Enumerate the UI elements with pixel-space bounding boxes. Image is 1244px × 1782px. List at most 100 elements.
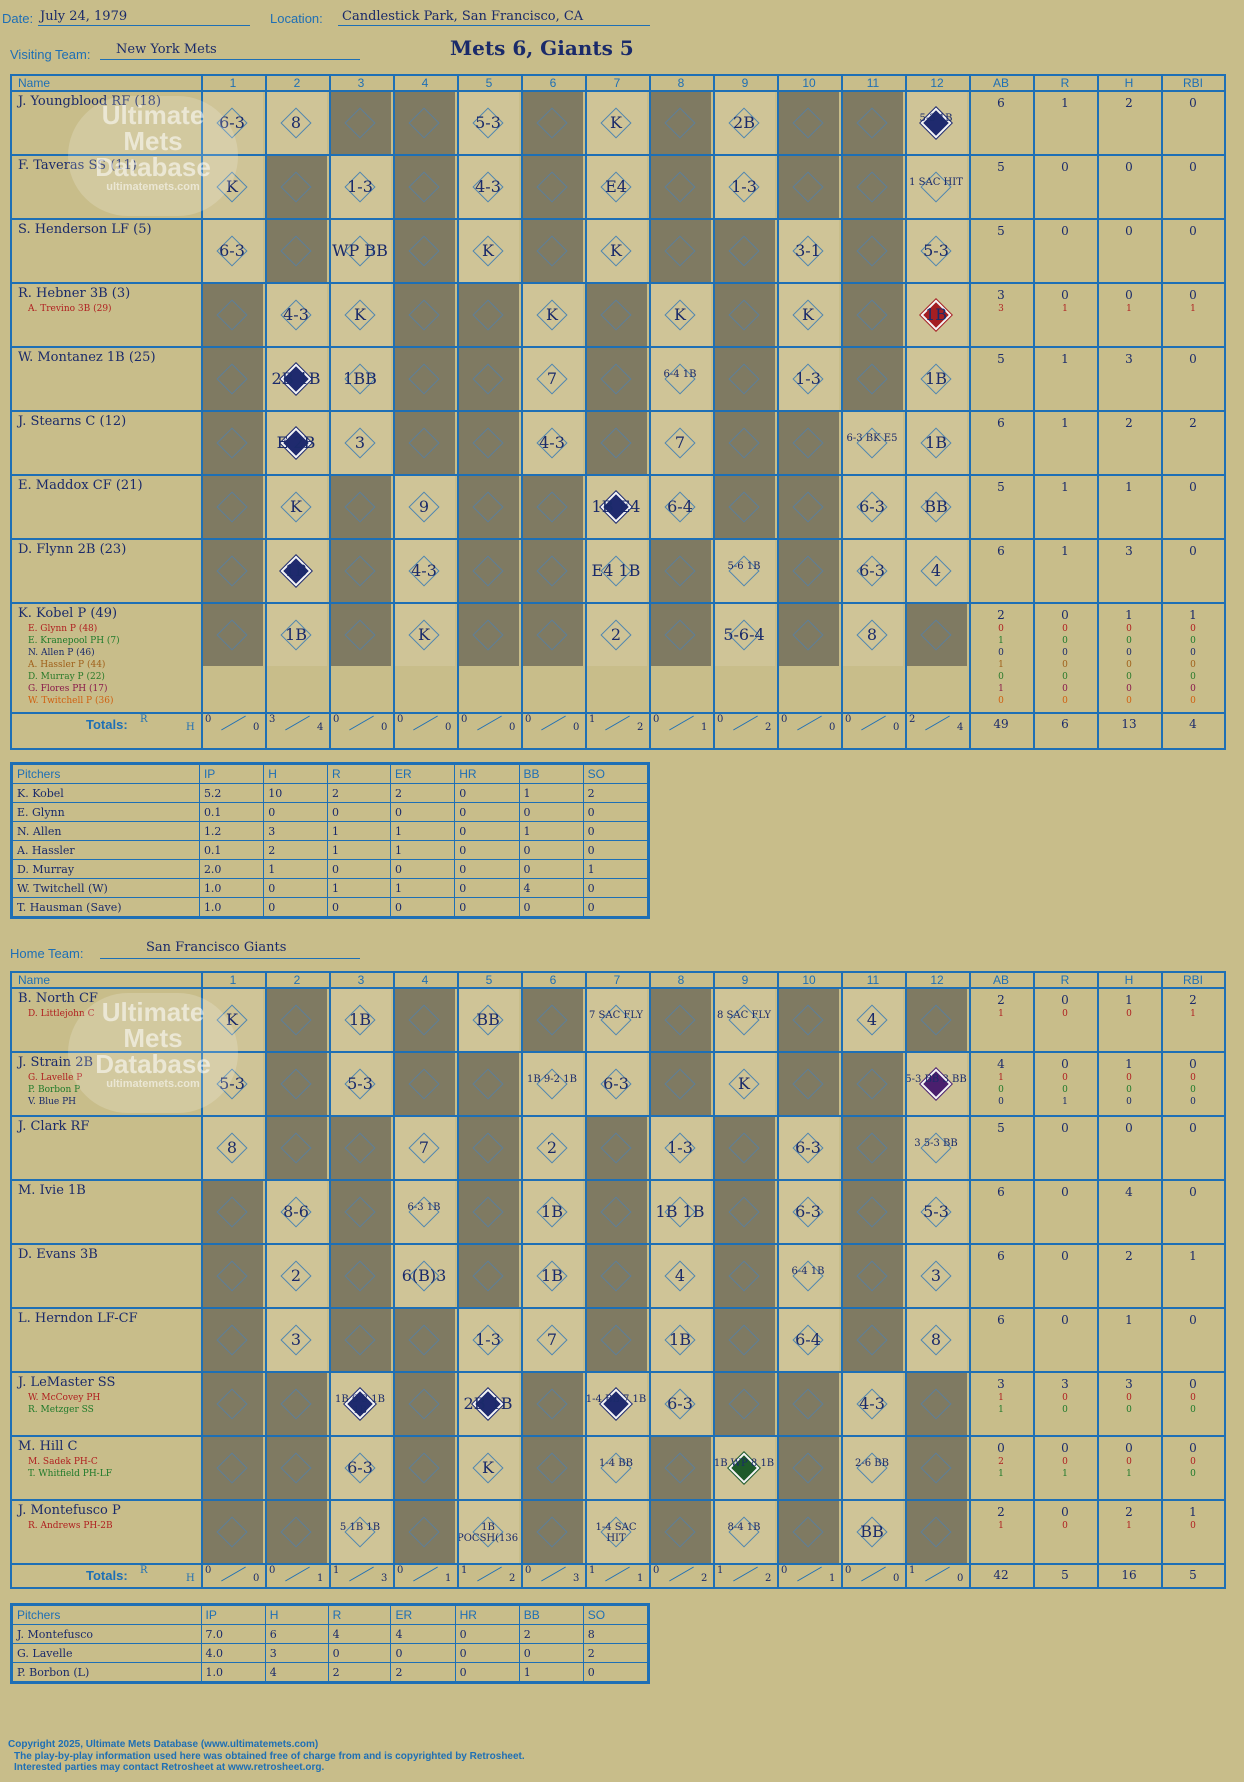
base-diamond [536, 619, 568, 651]
visiting-team-value: New York Mets [116, 42, 217, 57]
base-diamond [856, 1068, 888, 1100]
base-diamond [280, 1004, 312, 1036]
substitute-stat: 0 [1190, 1405, 1196, 1415]
player-stat-rbi: 0 [1189, 1313, 1197, 1327]
footer-retrosheet: The play-by-play information used here w… [14, 1751, 525, 1762]
header-inning-1: 1 [229, 973, 237, 987]
base-diamond [344, 619, 376, 651]
play-result: 5-3 [923, 241, 949, 260]
pitcher-cell: 1 [263, 859, 329, 879]
inning-cell [841, 156, 903, 218]
inning-total-slash [285, 715, 310, 731]
inning-cell [329, 1309, 391, 1371]
play-result: 6-4 [667, 497, 693, 516]
substitute-stat: 0 [1126, 624, 1132, 634]
inning-cell [201, 604, 263, 666]
column-divider [841, 76, 843, 748]
inning-cell [329, 92, 391, 154]
header-stat-r: R [1060, 973, 1070, 987]
play-result: WP BB [332, 241, 388, 260]
inning-cell: 1-3 [649, 1117, 711, 1179]
inning-cell: 1B [329, 989, 391, 1051]
inning-cell [841, 92, 903, 154]
player-stat-h: 2 [1125, 96, 1133, 110]
play-result: 1B WP 8 1B [713, 1458, 775, 1469]
visitor-pitchers-table: Pitchers IP H R ER HR BB SO K. Kobel 5.2 10 2 2 0 1 2 E.… [10, 762, 650, 919]
base-diamond [216, 491, 248, 523]
pitcher-cell: J. Montefusco [12, 1624, 202, 1644]
column-divider [393, 76, 395, 748]
pitchers-table-grid: Pitchers IP H R ER HR BB SO K. Kobel 5.2 10 2 2 0 1 2 E.… [12, 764, 649, 917]
base-diamond [472, 427, 504, 459]
inning-cell: K [585, 92, 647, 154]
base-diamond [728, 235, 760, 267]
pitchers-table-grid: Pitchers IP H R ER HR BB SO J. Montefusco 7.0 6 4 4 0… [12, 1605, 649, 1682]
pitcher-cell: 1 [582, 859, 649, 879]
inning-runs: 0 [205, 1565, 212, 1576]
inning-runs: 1 [589, 714, 596, 725]
pitcher-cell: 1 [518, 783, 584, 803]
pitcher-cell: 1 [390, 878, 456, 898]
player-stat-ab: 3 [997, 288, 1005, 302]
pitcher-cell: 1 [518, 1662, 584, 1682]
play-result: 2 [546, 1138, 558, 1157]
inning-cell: K [777, 284, 839, 346]
substitute-name: E. Kranepool PH (7) [28, 636, 120, 646]
play-result: 4-3 [411, 561, 437, 580]
play-result: 1 SAC HIT [909, 177, 963, 188]
play-result: 6-3 [795, 1202, 821, 1221]
base-diamond [216, 1324, 248, 1356]
play-result: 6-3 1B [407, 1202, 441, 1213]
pitcher-cell: 0 [454, 840, 520, 860]
header-inning-9: 9 [741, 76, 749, 90]
base-diamond [856, 1196, 888, 1228]
inning-total-slash [413, 715, 438, 731]
inning-cell: 1-3 [329, 156, 391, 218]
inning-cell [905, 1501, 967, 1563]
base-diamond [792, 491, 824, 523]
inning-cell: 6-3 [841, 540, 903, 602]
play-result: 1B [925, 305, 947, 324]
substitute-stat: 0 [1190, 696, 1196, 706]
player-name: K. Kobel P (49) [18, 606, 118, 621]
column-divider [1161, 973, 1163, 1587]
inning-cell [777, 1053, 839, 1115]
column-divider [1033, 973, 1035, 1587]
inning-cell [649, 989, 711, 1051]
total-stat-ab: 49 [993, 717, 1009, 731]
inning-cell: 6-3 [329, 1437, 391, 1499]
inning-cell: 5-3 1B [905, 92, 967, 154]
play-result: 7 [546, 369, 558, 388]
inning-cell: BB [905, 476, 967, 538]
inning-runs: 0 [461, 714, 468, 725]
player-stat-h: 0 [1125, 224, 1133, 238]
base-diamond [216, 555, 248, 587]
inning-runs: 0 [525, 714, 532, 725]
substitute-stat: 0 [1190, 1097, 1196, 1107]
inning-cell: K [265, 476, 327, 538]
pitcher-cell: 3 [263, 821, 329, 841]
inning-cell [649, 540, 711, 602]
inning-runs: 0 [781, 1565, 788, 1576]
inning-total-slash [669, 715, 694, 731]
inning-total-slash [605, 715, 630, 731]
pitcher-cell: 2 [263, 840, 329, 860]
pitcher-cell: 1.0 [200, 1662, 266, 1682]
inning-cell: 6-3 [649, 1373, 711, 1435]
player-stat-rbi: 0 [1189, 1441, 1197, 1455]
play-result: 8 [226, 1138, 238, 1157]
watermark-text: Database [95, 1049, 211, 1079]
inning-cell: 3 [265, 1309, 327, 1371]
inning-cell [265, 1053, 327, 1115]
date-label: Date: [2, 11, 34, 26]
play-result: 1-3 [667, 1138, 693, 1157]
substitute-stat: 0 [1062, 1521, 1068, 1531]
substitute-stat: 0 [998, 696, 1004, 706]
play-result: 4-3 [539, 433, 565, 452]
inning-cell [201, 1437, 263, 1499]
watermark-logo: Ultimate Mets Database ultimatemets.com [68, 96, 238, 216]
inning-cell: 6-3 [841, 476, 903, 538]
player-stat-rbi: 2 [1189, 416, 1197, 430]
play-result: 7 [674, 433, 686, 452]
inning-runs: 2 [909, 714, 916, 725]
